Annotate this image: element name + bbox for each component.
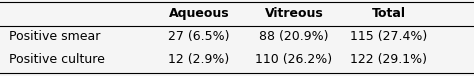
Text: Positive smear: Positive smear bbox=[9, 30, 101, 43]
Text: 115 (27.4%): 115 (27.4%) bbox=[350, 30, 427, 43]
Text: 12 (2.9%): 12 (2.9%) bbox=[168, 53, 230, 66]
Text: Positive culture: Positive culture bbox=[9, 53, 105, 66]
Text: Vitreous: Vitreous bbox=[264, 7, 323, 20]
Text: 27 (6.5%): 27 (6.5%) bbox=[168, 30, 230, 43]
Text: 88 (20.9%): 88 (20.9%) bbox=[259, 30, 328, 43]
Text: Aqueous: Aqueous bbox=[169, 7, 229, 20]
Text: 122 (29.1%): 122 (29.1%) bbox=[350, 53, 427, 66]
Text: Total: Total bbox=[372, 7, 406, 20]
Text: 110 (26.2%): 110 (26.2%) bbox=[255, 53, 332, 66]
